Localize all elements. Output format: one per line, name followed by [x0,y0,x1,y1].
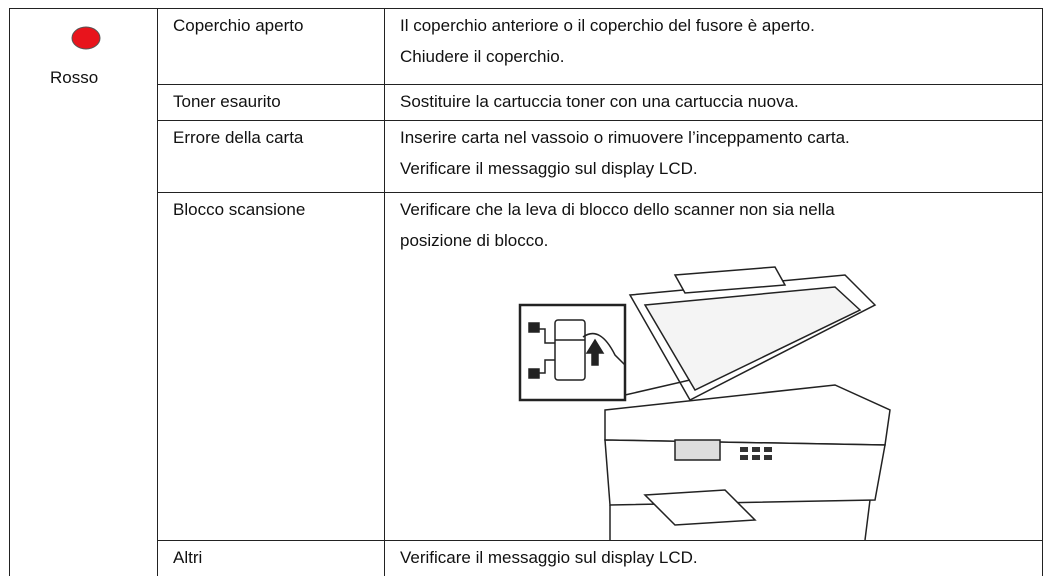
table-border [1042,8,1043,576]
cause-text: Toner esaurito [173,92,281,111]
description-text: Inserire carta nel vassoio o rimuovere l… [400,128,850,147]
row-border [157,540,1043,541]
cause-text: Errore della carta [173,128,304,147]
description-text: Verificare il messaggio sul display LCD. [400,548,698,567]
indicator-label: Rosso [50,68,99,87]
scanner-lock-illustration [518,266,891,540]
table-border [384,8,385,576]
table-border [157,8,158,576]
description-text: Sostituire la cartuccia toner con una ca… [400,92,799,111]
cause-text: Altri [173,548,203,567]
row-border [157,84,1043,85]
red-led-icon [71,26,101,50]
description-text: Il coperchio anteriore o il coperchio de… [400,16,815,35]
description-text: Verificare il messaggio sul display LCD. [400,159,698,178]
row-border [157,192,1043,193]
description-text: Chiudere il coperchio. [400,47,565,66]
row-border [157,120,1043,121]
cause-text: Blocco scansione [173,200,306,219]
description-text: Verificare che la leva di blocco dello s… [400,200,835,219]
table-border [9,8,1043,9]
cause-text: Coperchio aperto [173,16,304,35]
description-text: posizione di blocco. [400,231,549,250]
table-border [9,8,10,576]
